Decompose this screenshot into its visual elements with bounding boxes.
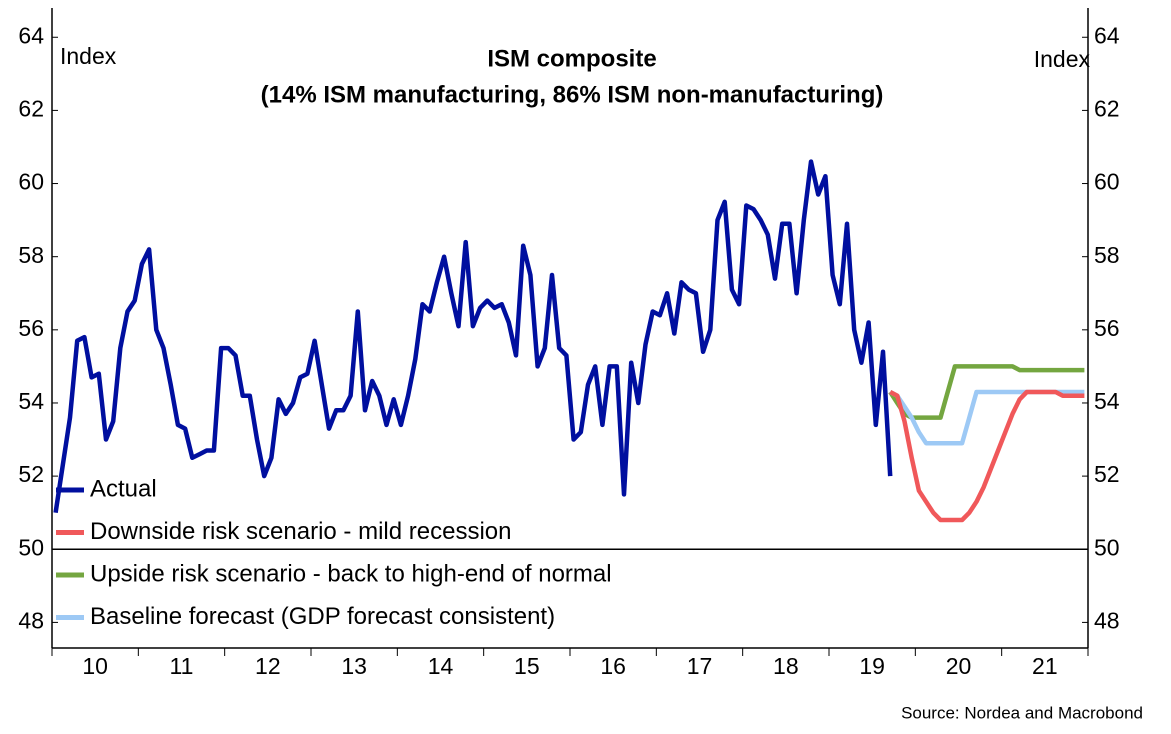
x-tick-label: 12 <box>255 653 281 679</box>
y-tick-label: 50 <box>18 534 44 560</box>
y2-axis-label: Index <box>1034 46 1091 72</box>
x-tick-label: 17 <box>687 653 713 679</box>
chart-subtitle: (14% ISM manufacturing, 86% ISM non-manu… <box>261 81 884 108</box>
legend-label: Upside risk scenario - back to high-end … <box>90 560 612 587</box>
y-tick-label: 60 <box>18 169 44 195</box>
y2-tick-label: 54 <box>1094 388 1120 414</box>
y2-tick-label: 50 <box>1094 534 1120 560</box>
series-line <box>53 159 893 514</box>
y2-tick-label: 60 <box>1094 169 1120 195</box>
y-tick-label: 58 <box>18 242 44 268</box>
y-tick-label: 48 <box>18 607 44 633</box>
y-tick-label: 56 <box>18 315 44 341</box>
y2-tick-label: 52 <box>1094 461 1120 487</box>
y-tick-label: 64 <box>18 22 44 48</box>
legend-label: Baseline forecast (GDP forecast consiste… <box>90 603 555 630</box>
x-tick-label: 18 <box>773 653 799 679</box>
x-tick-label: 19 <box>859 653 885 679</box>
x-tick-label: 15 <box>514 653 540 679</box>
chart-title: ISM composite <box>487 45 656 72</box>
legend-label: Actual <box>90 475 157 502</box>
legend-label: Downside risk scenario - mild recession <box>90 518 511 545</box>
series-line <box>889 389 1085 523</box>
x-tick-label: 11 <box>170 653 194 679</box>
y-axis-label: Index <box>60 43 117 69</box>
series-line <box>888 364 1085 420</box>
x-tick-label: 10 <box>82 653 108 679</box>
y-tick-label: 62 <box>18 95 44 121</box>
y2-tick-label: 56 <box>1094 315 1120 341</box>
y2-tick-label: 58 <box>1094 242 1120 268</box>
source-note: Source: Nordea and Macrobond <box>901 703 1143 722</box>
x-tick-label: 16 <box>600 653 626 679</box>
y-tick-label: 54 <box>18 388 44 414</box>
y2-tick-label: 62 <box>1094 95 1120 121</box>
x-tick-label: 14 <box>428 653 454 679</box>
x-tick-label: 20 <box>946 653 972 679</box>
x-tick-label: 21 <box>1032 653 1058 679</box>
x-tick-label: 13 <box>341 653 367 679</box>
y2-tick-label: 48 <box>1094 607 1120 633</box>
y-tick-label: 52 <box>18 461 44 487</box>
y2-tick-label: 64 <box>1094 22 1120 48</box>
